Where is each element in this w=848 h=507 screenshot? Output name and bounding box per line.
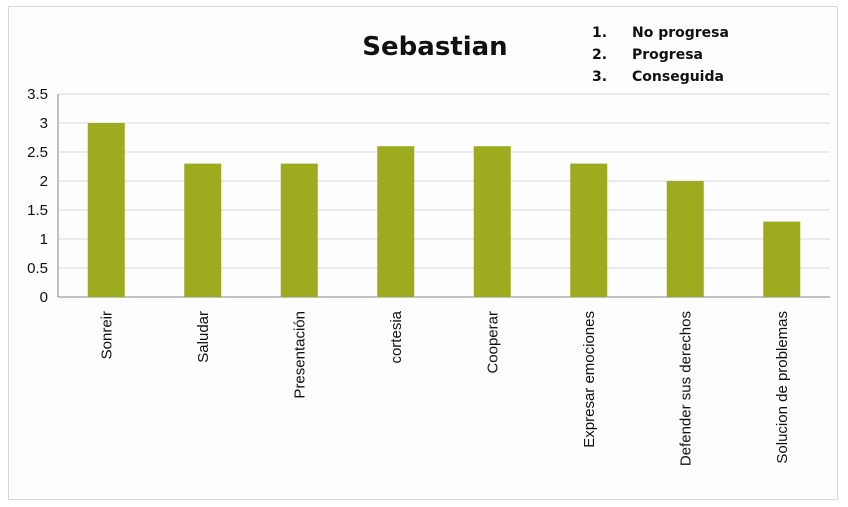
- bar: [763, 221, 801, 297]
- y-tick-label: 3.5: [27, 86, 48, 103]
- y-tick-label: 2.5: [27, 144, 48, 161]
- legend-item-label: No progresa: [632, 25, 729, 41]
- chart-legend: 1. No progresa 2. Progresa 3. Conseguida: [592, 22, 729, 88]
- y-tick-label: 0: [40, 289, 48, 306]
- x-tick-label: Cooperar: [484, 311, 501, 374]
- bar: [666, 181, 704, 297]
- bar: [377, 146, 415, 297]
- x-tick-label: Sonreir: [98, 311, 115, 359]
- x-tick-label: cortesia: [388, 310, 405, 363]
- legend-item: 2. Progresa: [592, 44, 729, 66]
- bar: [280, 163, 318, 297]
- y-tick-label: 3: [40, 115, 48, 132]
- bar: [87, 123, 125, 297]
- x-tick-label: Saludar: [195, 311, 212, 363]
- legend-item-label: Conseguida: [632, 69, 724, 85]
- legend-item: 1. No progresa: [592, 22, 729, 44]
- legend-item-label: Progresa: [632, 47, 703, 63]
- x-tick-label: Expresar emociones: [581, 311, 598, 448]
- legend-item-number: 1.: [592, 25, 608, 41]
- y-tick-label: 0.5: [27, 260, 48, 277]
- legend-item: 3. Conseguida: [592, 66, 729, 88]
- bar: [184, 163, 222, 297]
- x-tick-label: Presentación: [291, 311, 308, 399]
- x-tick-label: Solucion de problemas: [774, 311, 791, 464]
- x-tick-label: Defender sus derechos: [677, 311, 694, 466]
- y-tick-label: 1.5: [27, 202, 48, 219]
- y-tick-label: 1: [40, 231, 48, 248]
- y-tick-label: 2: [40, 173, 48, 190]
- legend-item-number: 2.: [592, 47, 608, 63]
- chart-title: Sebastian: [362, 32, 508, 62]
- legend-item-number: 3.: [592, 69, 608, 85]
- bar: [570, 163, 608, 297]
- bar: [473, 146, 511, 297]
